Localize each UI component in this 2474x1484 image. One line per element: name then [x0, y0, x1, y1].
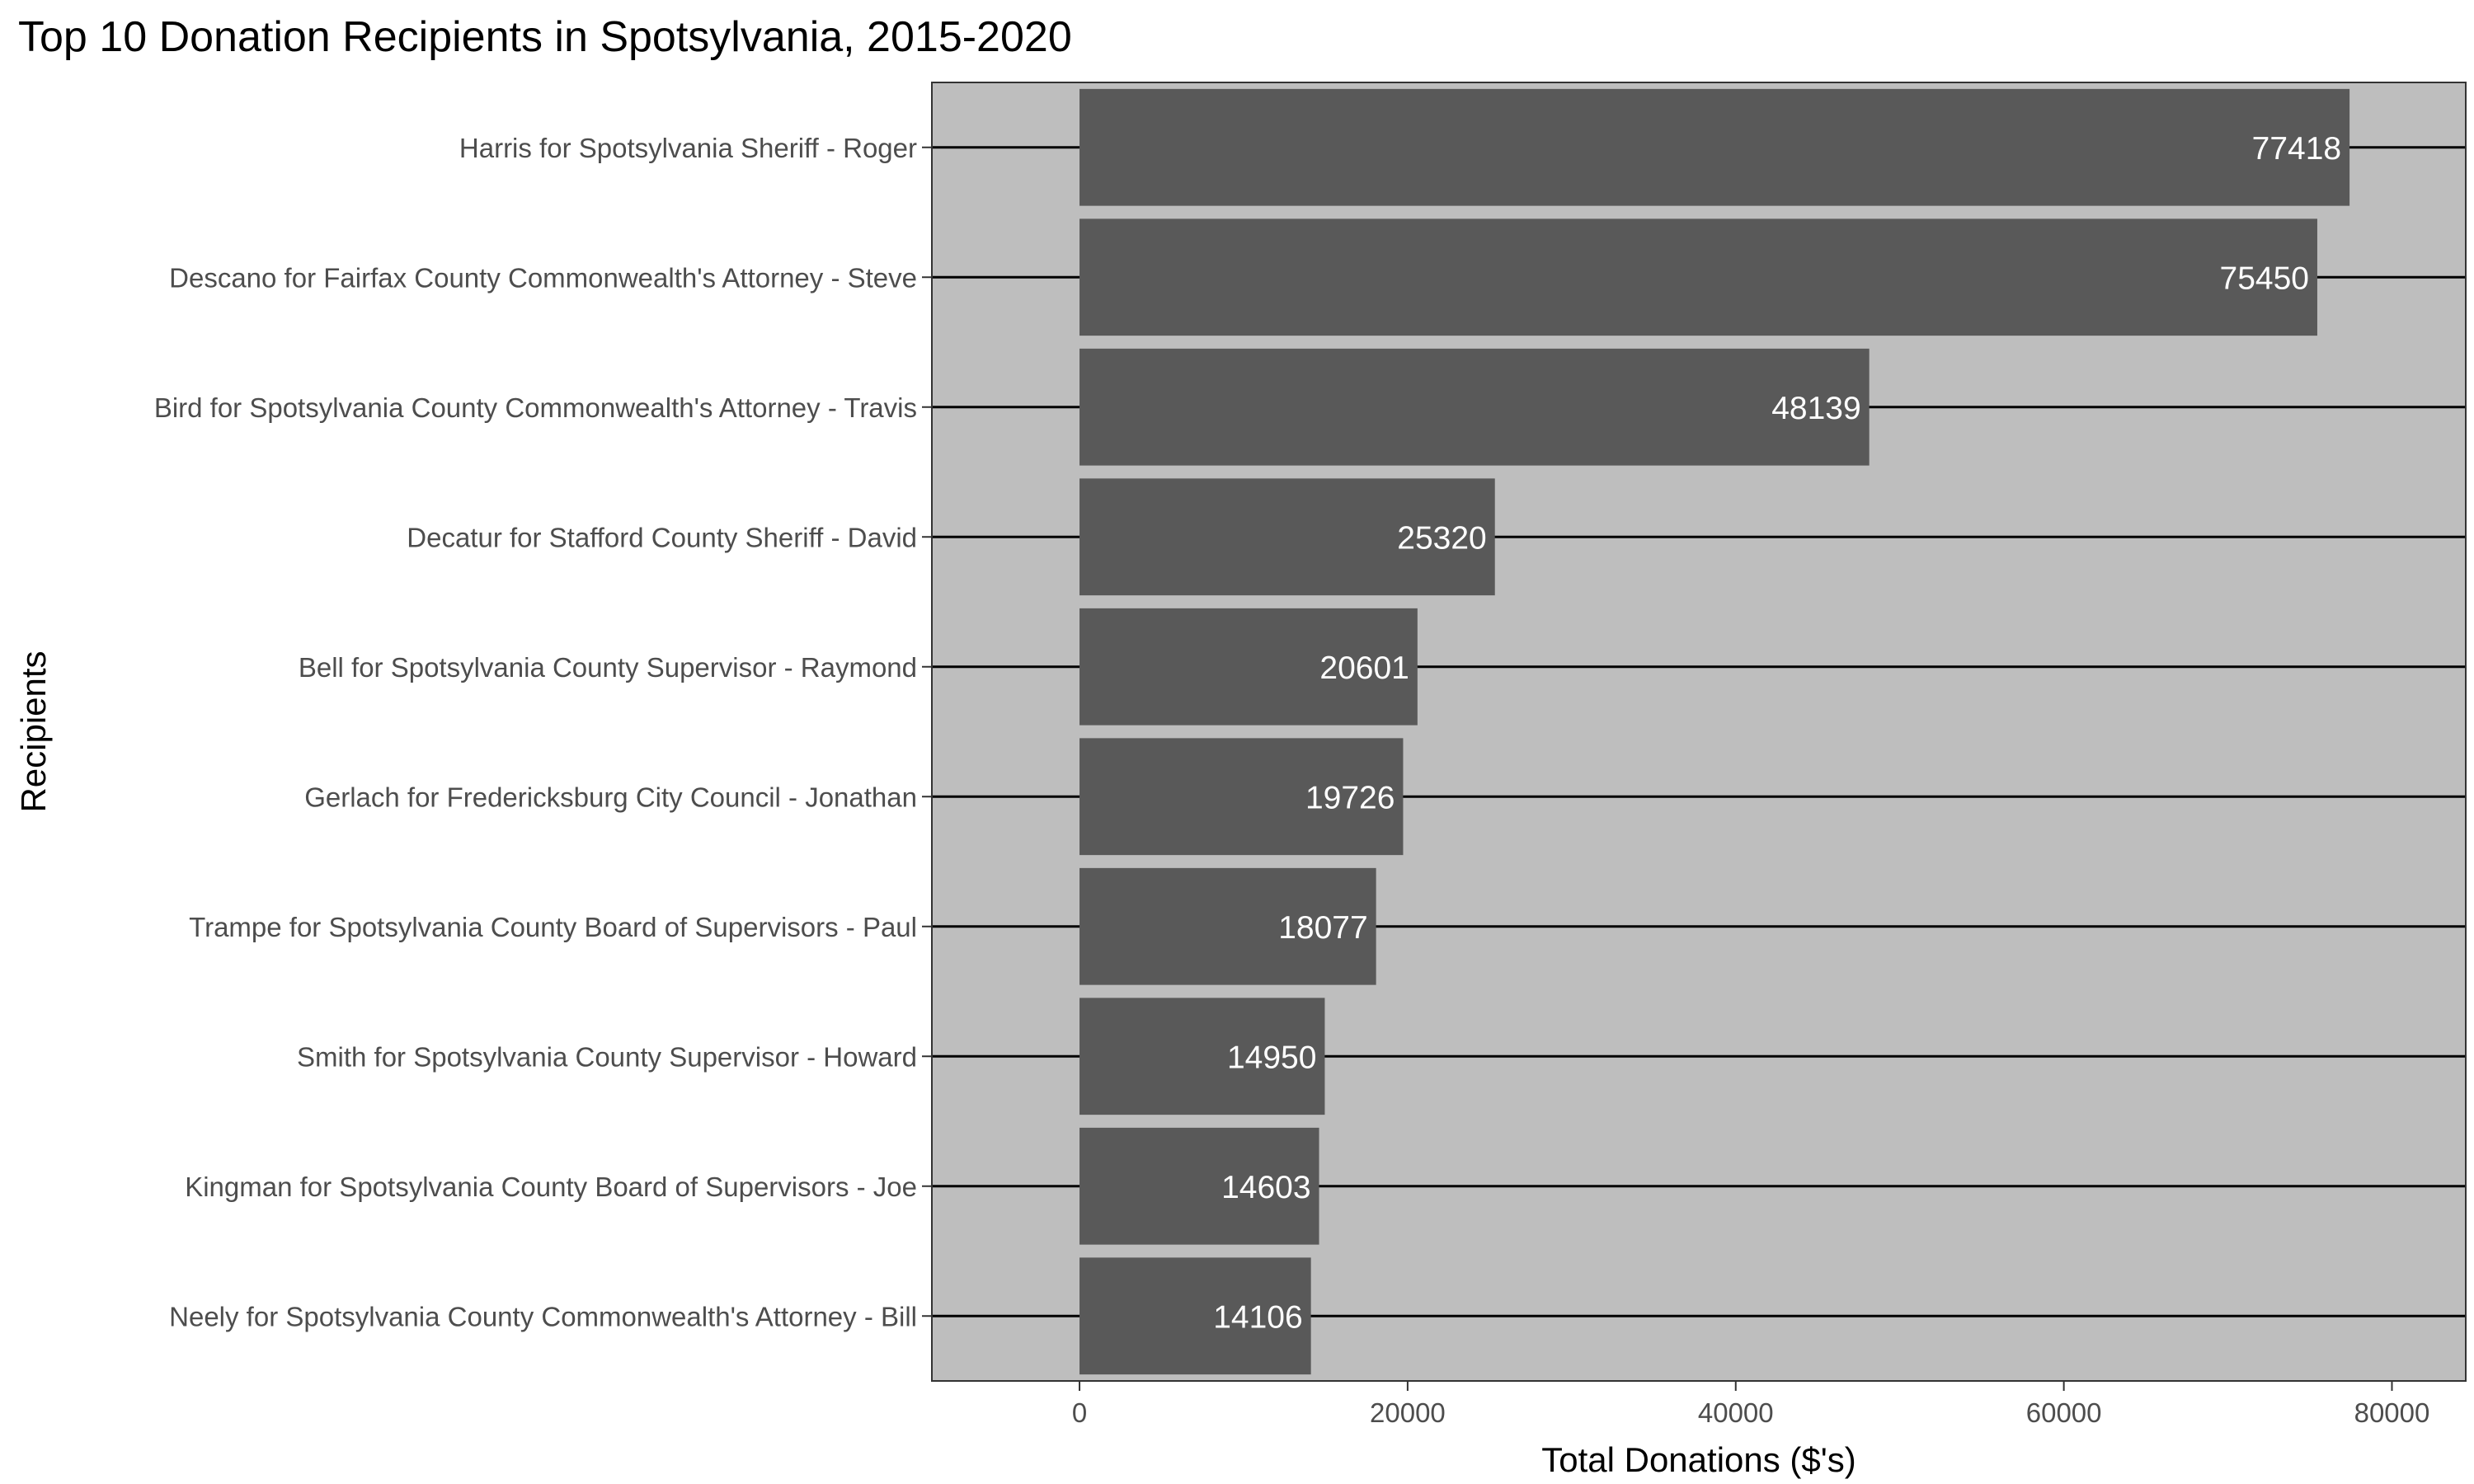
- bar: [1079, 88, 2350, 206]
- y-tick-label: Harris for Spotsylvania Sheriff - Roger: [459, 133, 917, 163]
- y-tick-label: Smith for Spotsylvania County Supervisor…: [297, 1041, 917, 1072]
- x-tick-label: 40000: [1698, 1397, 1774, 1428]
- x-axis: 0 20000 40000 60000 80000: [1072, 1381, 2430, 1428]
- bar: [1079, 478, 1495, 596]
- chart-title: Top 10 Donation Recipients in Spotsylvan…: [18, 13, 1072, 61]
- bar: [1079, 608, 1418, 726]
- y-axis-title: Recipients: [14, 650, 53, 812]
- y-tick-label: Bird for Spotsylvania County Commonwealt…: [154, 392, 917, 423]
- plot-panel-border: [931, 82, 2467, 1382]
- bar: [1079, 867, 1376, 985]
- data-label: 25320: [1397, 520, 1486, 556]
- data-label: 14106: [1213, 1299, 1302, 1335]
- x-tick-label: 0: [1072, 1397, 1087, 1428]
- data-label: 20601: [1319, 650, 1409, 686]
- x-tick-label: 80000: [2354, 1397, 2430, 1428]
- data-label: 48139: [1771, 391, 1860, 426]
- data-label: 14950: [1227, 1040, 1316, 1075]
- y-tick-label: Decatur for Stafford County Sheriff - Da…: [407, 522, 917, 552]
- bar: [1079, 1127, 1319, 1245]
- y-tick-label: Bell for Spotsylvania County Supervisor …: [299, 652, 917, 683]
- data-label: 14603: [1221, 1170, 1310, 1205]
- x-tick-label: 60000: [2026, 1397, 2102, 1428]
- data-label: 75450: [2220, 261, 2309, 296]
- x-axis-title: Total Donations ($'s): [1541, 1440, 1856, 1479]
- x-tick-label: 20000: [1370, 1397, 1446, 1428]
- y-tick-label: Kingman for Spotsylvania County Board of…: [185, 1172, 917, 1202]
- bar: [1079, 1257, 1311, 1375]
- y-tick-label: Neely for Spotsylvania County Commonweal…: [169, 1301, 917, 1331]
- bar: [1079, 998, 1325, 1115]
- bars: [1079, 88, 2350, 1375]
- y-axis: Harris for Spotsylvania Sheriff - Roger D…: [154, 133, 932, 1331]
- y-tick-label: Descano for Fairfax County Commonwealth'…: [169, 262, 917, 293]
- y-tick-label: Gerlach for Fredericksburg City Council …: [304, 782, 917, 812]
- data-label: 18077: [1278, 910, 1367, 946]
- bar: [1079, 348, 1870, 466]
- data-labels: 77418 75450 48139 25320 20601 19726 18077 14950…: [1213, 131, 2341, 1336]
- y-tick-label: Trampe for Spotsylvania County Board of …: [189, 912, 917, 942]
- data-label: 77418: [2252, 131, 2341, 167]
- data-label: 19726: [1305, 780, 1395, 815]
- bar: [1079, 218, 2317, 336]
- bar: [1079, 738, 1404, 856]
